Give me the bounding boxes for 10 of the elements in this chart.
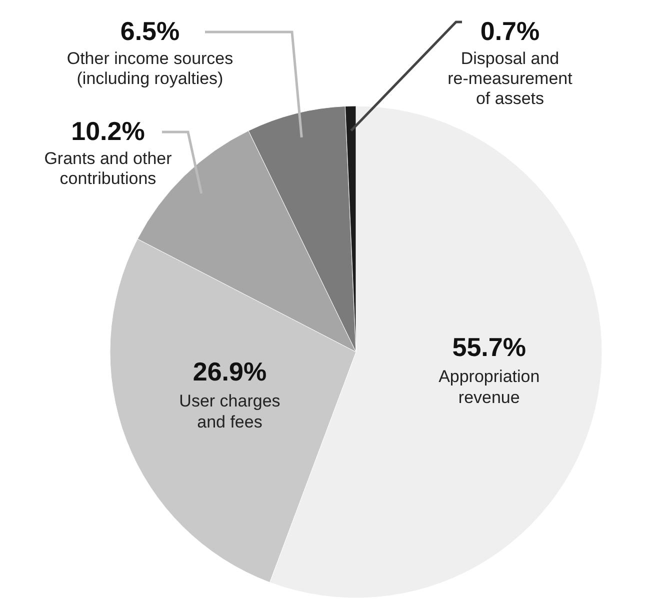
- data-label: 6.5%: [120, 16, 180, 46]
- slice-label: Grants and other contributions: [44, 149, 172, 188]
- data-label: 10.2%: [71, 116, 145, 146]
- data-label: 0.7%: [480, 16, 540, 46]
- data-label: 55.7%: [452, 332, 526, 362]
- slice-label: Other income sources (including royalties): [66, 49, 234, 88]
- data-label: 26.9%: [192, 356, 267, 387]
- slice-label: Appropriation revenue: [438, 367, 540, 408]
- slice-label: User charges and fees: [179, 392, 280, 432]
- slice-label: Disposal and re-measurement of assets: [448, 49, 573, 108]
